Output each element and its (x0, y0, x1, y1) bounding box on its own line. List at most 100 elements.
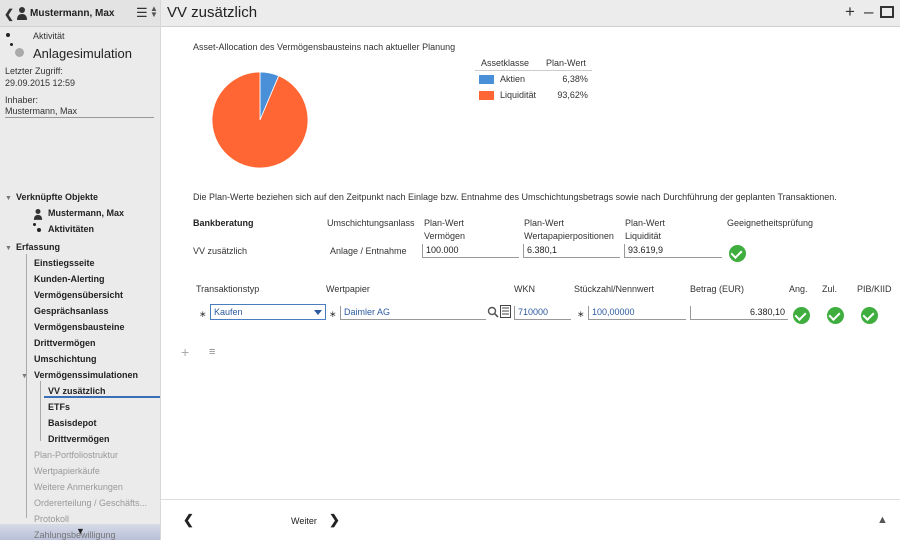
pie-slice-liquiditt (211, 71, 309, 169)
header-security: Wertpapier (326, 284, 370, 294)
tree-item-zahlungsbewilligung[interactable]: Zahlungsbewilligung (34, 530, 116, 540)
quantity-input[interactable]: 100,00000 (588, 306, 686, 320)
expand-caret-icon[interactable]: ▼ (21, 373, 28, 380)
activity-label[interactable]: Aktivität (33, 31, 65, 41)
next-arrow-icon[interactable]: ❯ (329, 512, 340, 527)
asset-value: 6,38% (562, 74, 588, 85)
tree-item-ordererteilung[interactable]: Ordererteilung / Geschäfts... (34, 498, 148, 508)
zul-check-icon (827, 307, 844, 324)
plan-assets-field: 100.000 (422, 244, 519, 258)
next-label[interactable]: Weiter (291, 516, 317, 526)
header-plan-assets-2: Vermögen (424, 231, 466, 241)
header-pib: PIB/KIID (857, 284, 892, 294)
activity-dot-icon (10, 43, 13, 46)
tree-item-weitere-anmerkungen[interactable]: Weitere Anmerkungen (34, 482, 123, 492)
list-detail-icon[interactable] (500, 305, 511, 318)
allocation-pie-chart (211, 71, 309, 169)
owner-label: Inhaber: (5, 95, 39, 105)
activity-dot-icon (37, 228, 41, 232)
menu-icon[interactable]: ☰ (136, 5, 148, 20)
amount-field: 6.380,10 (690, 306, 788, 320)
add-icon[interactable]: + (845, 2, 855, 21)
header-wkn: WKN (514, 284, 535, 294)
header-quantity: Stückzahl/Nennwert (574, 284, 655, 294)
sidebar-user-name[interactable]: Mustermann, Max (30, 8, 115, 19)
header-reason: Umschichtungsanlass (327, 218, 415, 228)
tree-item-drittvermoegen[interactable]: Drittvermögen (34, 338, 96, 348)
footer-nav: ❮ Weiter ❯ ▲ (161, 499, 900, 540)
window-icon[interactable] (880, 6, 894, 18)
transaction-type-select[interactable]: Kaufen (210, 304, 326, 320)
header-ang: Ang. (789, 284, 808, 294)
required-star-icon: ∗ (329, 309, 337, 319)
scroll-down-icon[interactable]: ▼ (76, 526, 85, 536)
tree-linked-activities[interactable]: Aktivitäten (48, 224, 95, 234)
owner-value: Mustermann, Max (5, 106, 154, 118)
tree-item-basisdepot[interactable]: Basisdepot (48, 418, 97, 428)
last-access-label: Letzter Zugriff: (5, 66, 63, 76)
header-zul: Zul. (822, 284, 838, 294)
header-amount: Betrag (EUR) (690, 284, 745, 294)
header-plan-securities-2: Wertapapierpositionen (524, 231, 614, 241)
main-header: VV zusätzlich + – (161, 0, 900, 27)
tree-item-vermoegenssimulationen[interactable]: Vermögenssimulationen (34, 370, 139, 380)
list-options-icon[interactable]: ≡ (209, 346, 216, 358)
tree-linked-user[interactable]: Mustermann, Max (48, 208, 125, 218)
table-row: Liquidität 93,62% (475, 87, 592, 103)
header-plan-liquidity-2: Liquidität (625, 231, 662, 241)
header-suitability: Geeignetheitsprüfung (727, 218, 814, 228)
tree-item-etfs[interactable]: ETFs (48, 402, 71, 412)
tree-item-plan-portfoliostruktur[interactable]: Plan-Portfoliostruktur (34, 450, 119, 460)
summary-reason: Anlage / Entnahme (330, 246, 407, 256)
security-input[interactable]: Daimler AG (340, 306, 486, 320)
tree-item-protokoll[interactable]: Protokoll (34, 514, 70, 524)
header-plan-assets-1: Plan-Wert (424, 218, 464, 228)
allocation-title: Asset-Allocation des Vermögensbausteins … (193, 42, 456, 52)
allocation-table: Assetklasse Plan-Wert Aktien 6,38% Liqui… (475, 58, 592, 103)
tree-capture[interactable]: Erfassung (16, 242, 61, 252)
legend-swatch-liquiditaet (479, 91, 494, 101)
expand-caret-icon[interactable]: ▼ (5, 195, 12, 202)
back-arrow-icon[interactable]: ❮ (4, 7, 15, 21)
header-bank-advice: Bankberatung (193, 218, 254, 228)
tree-connector (40, 381, 41, 441)
activity-dot-icon (6, 33, 10, 37)
add-row-icon[interactable]: + (181, 344, 190, 360)
activity-dot-icon (33, 223, 36, 226)
simulation-title: Anlagesimulation (33, 46, 133, 61)
required-star-icon: ∗ (577, 309, 585, 319)
sidebar: ❮ Mustermann, Max ☰ ▲ ▼ Aktivität Anlages… (0, 0, 161, 540)
ang-check-icon (793, 307, 810, 324)
header-plan-securities-1: Plan-Wert (524, 218, 564, 228)
summary-name: VV zusätzlich (193, 246, 248, 256)
required-star-icon: ∗ (199, 309, 207, 319)
plan-note: Die Plan-Werte beziehen sich auf den Zei… (193, 192, 837, 202)
tree-item-umschichtung[interactable]: Umschichtung (34, 354, 97, 364)
header-transaction-type: Transaktionstyp (196, 284, 260, 294)
tree-item-gespraechsanlass[interactable]: Gesprächsanlass (34, 306, 109, 316)
tree-item-wertpapierkaeufe[interactable]: Wertpapierkäufe (34, 466, 100, 476)
table-row: Aktien 6,38% (475, 71, 592, 88)
tree-item-sim-drittvermoegen[interactable]: Drittvermögen (48, 434, 110, 444)
tree-linked-objects[interactable]: Verknüpfte Objekte (16, 192, 99, 202)
tree-item-einstiegsseite[interactable]: Einstiegsseite (34, 258, 95, 268)
tree-connector (26, 254, 27, 518)
search-icon[interactable] (487, 306, 499, 318)
previous-arrow-icon[interactable]: ❮ (183, 512, 194, 527)
col-asset-class: Assetklasse (475, 58, 541, 71)
tree-item-vermoegensbausteine[interactable]: Vermögensbausteine (34, 322, 125, 332)
remove-icon[interactable]: – (864, 2, 874, 21)
sort-icon[interactable]: ▲ ▼ (150, 4, 158, 19)
tree-item-kunden-alerting[interactable]: Kunden-Alerting (34, 274, 105, 284)
asset-name: Liquidität (500, 90, 537, 101)
dropdown-arrow-icon (314, 310, 322, 315)
pin-icon[interactable]: ▲ (877, 514, 888, 526)
last-access-value: 29.09.2015 12:59 (5, 78, 76, 88)
simulation-dot-icon (15, 48, 24, 57)
tree-item-vermoegensuebersicht[interactable]: Vermögensübersicht (34, 290, 124, 300)
plan-securities-field: 6.380,1 (523, 244, 620, 258)
expand-caret-icon[interactable]: ▼ (5, 245, 12, 252)
tree-item-vv-zusaetzlich[interactable]: VV zusätzlich (48, 386, 106, 396)
sidebar-scroll-bar[interactable] (0, 524, 160, 540)
wkn-input[interactable]: 710000 (514, 306, 571, 320)
